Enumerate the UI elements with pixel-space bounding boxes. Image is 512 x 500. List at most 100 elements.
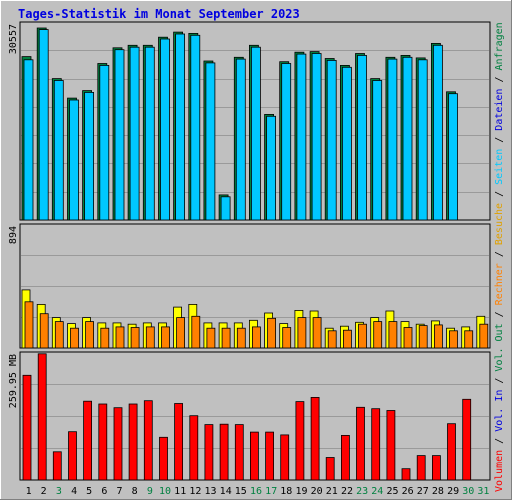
- bar-volumen-5: [83, 400, 92, 481]
- legend-entry: Besuche: [494, 203, 505, 245]
- bar-dateien-13: [205, 62, 216, 221]
- bar-dateien-1: [23, 59, 34, 221]
- y-max-label-top: 30557: [8, 24, 19, 54]
- legend-entry: /: [494, 131, 505, 149]
- bar-rechner-13: [206, 327, 216, 349]
- bar-rechner-22: [342, 329, 352, 349]
- legend-entry: /: [494, 305, 505, 323]
- x-tick-label: 29: [447, 486, 459, 497]
- bar-dateien-28: [432, 44, 443, 221]
- bar-dateien-27: [417, 59, 428, 221]
- x-tick-label: 10: [159, 486, 171, 497]
- x-tick-label: 26: [402, 486, 414, 497]
- bar-volumen-22: [340, 434, 350, 481]
- x-tick-label: 13: [204, 486, 216, 497]
- bar-volumen-14: [219, 423, 229, 481]
- bar-rechner-19: [297, 317, 307, 349]
- legend-entry: Rechner: [494, 263, 505, 305]
- bar-rechner-9: [145, 326, 155, 349]
- bar-volumen-28: [431, 455, 441, 481]
- bar-dateien-2: [38, 29, 49, 221]
- x-tick-label: 14: [220, 486, 232, 497]
- bar-dateien-11: [175, 33, 186, 221]
- bar-volumen-13: [204, 424, 214, 481]
- frame-edge-top: [0, 0, 512, 1]
- bar-dateien-22: [341, 66, 352, 221]
- bar-dateien-8: [129, 46, 140, 221]
- legend-entry: /: [494, 372, 505, 390]
- legend-entry: Volumen: [494, 450, 505, 492]
- x-tick-label: 9: [147, 486, 153, 497]
- bar-rechner-2: [39, 313, 49, 349]
- x-tick-label: 1: [26, 486, 32, 497]
- bar-rechner-25: [388, 321, 398, 349]
- y-max-label-bottom: 259.95 MB: [8, 354, 19, 408]
- x-tick-label: 16: [250, 486, 262, 497]
- bar-rechner-18: [282, 327, 292, 349]
- bar-rechner-7: [115, 326, 125, 349]
- x-tick-label: 12: [189, 486, 201, 497]
- x-tick-label: 2: [41, 486, 47, 497]
- bar-dateien-10: [160, 38, 170, 221]
- bar-rechner-12: [191, 315, 201, 349]
- bar-dateien-14: [220, 196, 231, 221]
- x-tick-label: 6: [101, 486, 107, 497]
- bar-rechner-21: [327, 330, 337, 349]
- legend-entry: Dateien: [494, 89, 505, 131]
- bar-dateien-12: [190, 34, 201, 221]
- bar-volumen-12: [189, 415, 199, 481]
- bar-dateien-9: [144, 46, 155, 221]
- legend-entry: Vol. In: [494, 390, 505, 432]
- x-tick-label: 23: [356, 486, 368, 497]
- x-tick-label: 5: [86, 486, 92, 497]
- chart-legend: Volumen / Vol. In / Vol. Out / Rechner /…: [494, 22, 505, 492]
- x-tick-label: 25: [386, 486, 398, 497]
- x-tick-label: 27: [417, 486, 429, 497]
- bar-volumen-11: [174, 403, 184, 481]
- bar-volumen-24: [371, 408, 381, 481]
- bar-rechner-20: [312, 317, 322, 349]
- legend-entry: /: [494, 432, 505, 450]
- bar-volumen-29: [447, 423, 456, 481]
- bar-volumen-10: [159, 436, 168, 481]
- bar-rechner-28: [433, 324, 443, 349]
- bar-volumen-21: [325, 457, 335, 481]
- bar-volumen-8: [128, 403, 138, 481]
- x-tick-label: 21: [326, 486, 338, 497]
- bar-rechner-23: [358, 323, 367, 349]
- bar-volumen-18: [280, 434, 290, 481]
- legend-entry: Seiten: [494, 149, 505, 185]
- bar-rechner-30: [464, 330, 474, 349]
- bar-volumen-1: [22, 374, 32, 481]
- frame-edge-left: [0, 0, 1, 500]
- x-tick-label: 7: [116, 486, 122, 497]
- bar-volumen-3: [52, 451, 62, 481]
- bar-dateien-23: [357, 55, 367, 221]
- bar-volumen-15: [234, 424, 244, 481]
- bar-volumen-26: [401, 468, 411, 481]
- y-max-label-middle: 894: [8, 226, 19, 244]
- x-tick-label: 19: [295, 486, 307, 497]
- bar-rechner-26: [403, 327, 413, 349]
- bar-dateien-6: [99, 65, 110, 221]
- bar-volumen-20: [310, 396, 320, 481]
- bar-rechner-27: [418, 325, 428, 349]
- bar-rechner-16: [251, 326, 261, 349]
- bar-rechner-11: [176, 317, 186, 349]
- legend-entry: /: [494, 245, 505, 263]
- bar-volumen-16: [249, 431, 259, 481]
- chart-title: Tages-Statistik im Monat September 2023: [18, 7, 300, 21]
- bar-volumen-9: [143, 400, 153, 481]
- bar-volumen-7: [113, 407, 123, 481]
- bar-dateien-18: [281, 63, 292, 221]
- bar-dateien-29: [448, 93, 458, 221]
- x-tick-label: 20: [311, 486, 323, 497]
- bar-rechner-4: [70, 327, 79, 349]
- legend-entry: Vol. Out: [494, 323, 505, 371]
- x-tick-label: 17: [265, 486, 277, 497]
- bar-volumen-17: [265, 431, 275, 481]
- bar-rechner-5: [85, 321, 94, 349]
- x-tick-label: 24: [371, 486, 383, 497]
- bar-volumen-30: [462, 398, 472, 481]
